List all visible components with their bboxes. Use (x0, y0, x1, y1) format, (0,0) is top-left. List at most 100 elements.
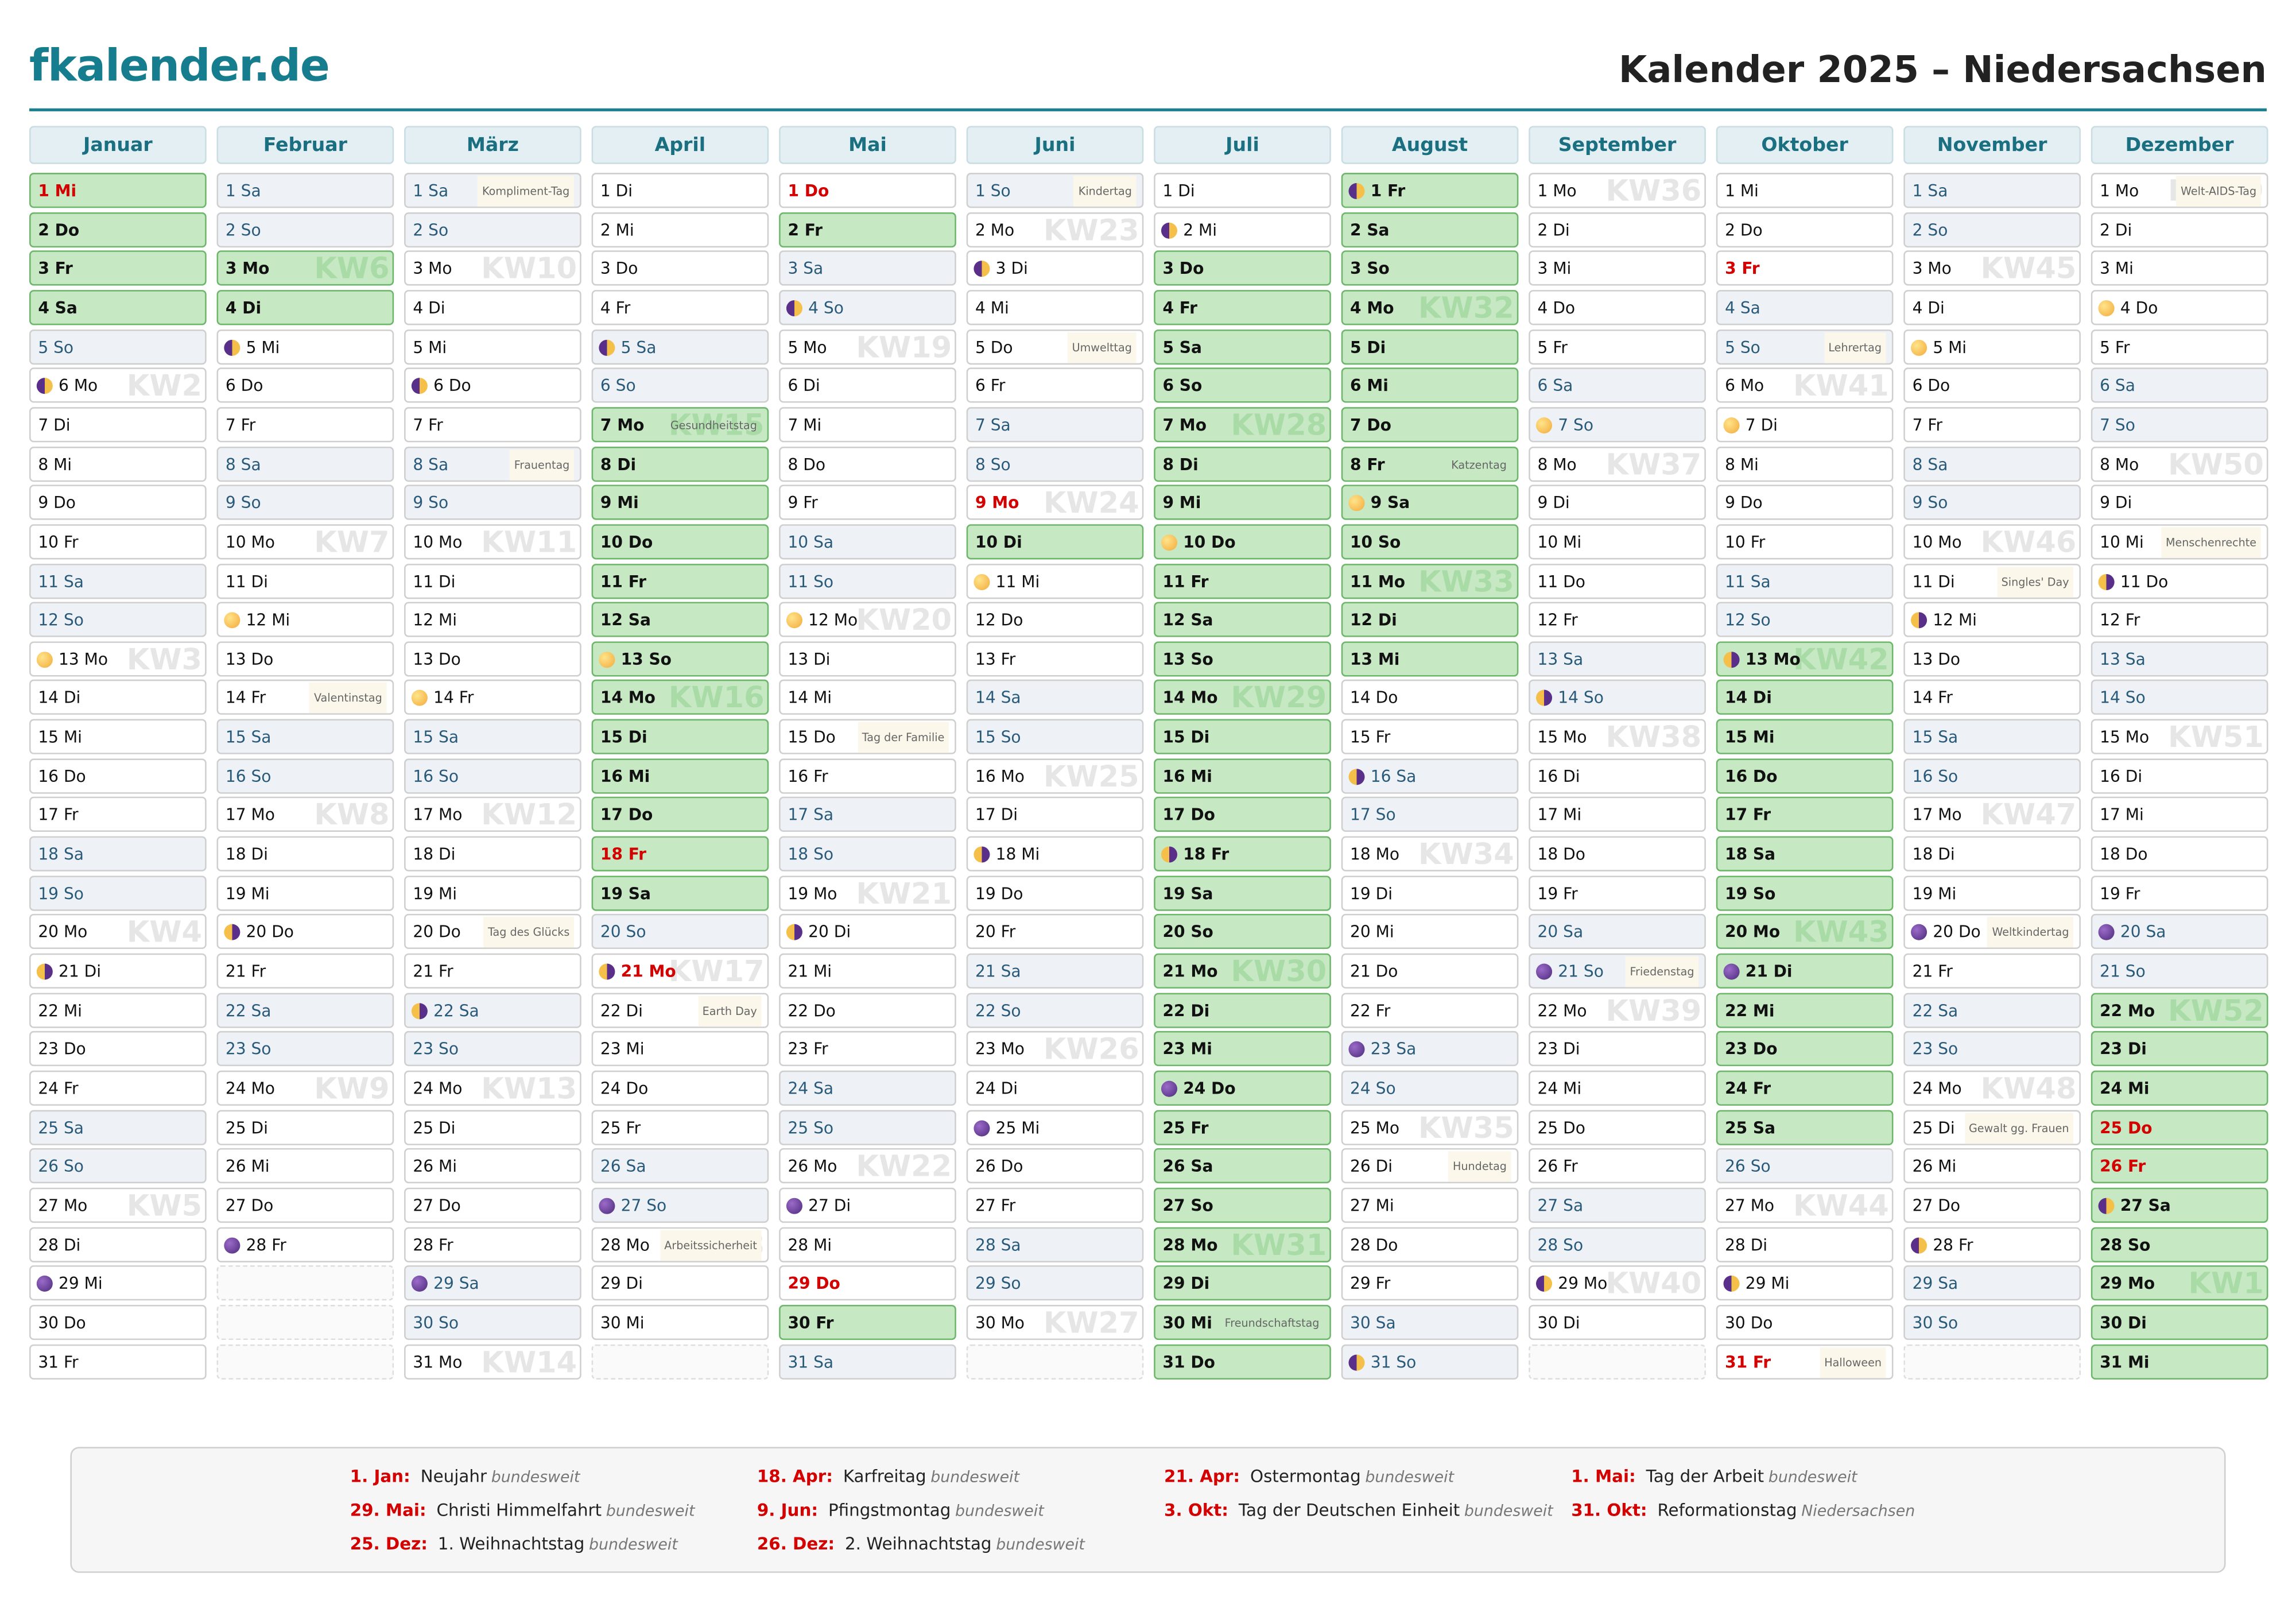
week-number: KW22 (856, 1148, 952, 1184)
day-label: 2 Do (38, 220, 80, 240)
day-label: 27 Do (413, 1196, 461, 1216)
day-label: 23 Do (1725, 1040, 1778, 1060)
day-label: 6 So (600, 377, 636, 396)
day-label: 23 So (1912, 1040, 1958, 1060)
day-label: 8 Mo (2100, 455, 2139, 474)
day-cell: 5 Mi (1903, 328, 2081, 365)
day-label: 8 Fr (1350, 455, 1385, 474)
day-label: 27 Mo (38, 1196, 88, 1216)
moon-phase-icon (1911, 1237, 1927, 1253)
day-cell: 8 Mo KW50 (2091, 445, 2268, 482)
holiday-entry: 25. Dez: 1. Weihnachtstag bundesweit (350, 1533, 678, 1554)
day-cell: 8 Mo KW37 (1529, 445, 1706, 482)
day-label: 3 Mi (2100, 259, 2134, 279)
holiday-entry: 26. Dez: 2. Weihnachtstag bundesweit (757, 1533, 1085, 1554)
week-number: KW25 (1043, 758, 1139, 794)
day-cell: 2 Mo KW23 (966, 211, 1144, 247)
day-cell: 27 Fr (966, 1187, 1144, 1223)
empty-cell (1529, 1343, 1706, 1379)
day-cell: 18 Fr (591, 836, 769, 871)
day-label: 13 Di (788, 650, 831, 669)
day-cell: 4 So (779, 289, 956, 326)
week-number: KW4 (126, 914, 203, 950)
week-number: KW39 (1605, 992, 1702, 1028)
day-label: 17 Fr (1725, 806, 1771, 826)
day-label: 12 Sa (600, 611, 651, 630)
holiday-date: 3. Okt: (1164, 1499, 1229, 1520)
day-label: 1 Fr (1370, 181, 1406, 201)
week-number: KW50 (2168, 445, 2264, 482)
day-label: 28 Sa (975, 1235, 1021, 1255)
moon-phase-icon (1161, 846, 1178, 863)
day-cell: 26 Mi (404, 1148, 581, 1184)
day-cell: 28 So (2091, 1226, 2268, 1262)
week-number: KW10 (481, 250, 577, 286)
holiday-scope: bundesweit (955, 1502, 1044, 1520)
day-cell: 6 Mi (1341, 367, 1519, 404)
day-cell: 11 Sa (1716, 563, 1894, 599)
day-label: 6 Do (433, 377, 471, 396)
day-label: 13 Sa (1537, 650, 1584, 669)
event-note: Valentinstag (309, 683, 387, 714)
day-cell: 29 Mi (29, 1265, 207, 1301)
day-label: 27 So (620, 1196, 667, 1216)
holiday-date: 1. Mai: (1571, 1466, 1636, 1487)
moon-phase-icon (36, 651, 53, 668)
day-label: 12 So (38, 611, 84, 630)
day-label: 11 Fr (1162, 572, 1209, 591)
day-cell: 2 Di (2091, 211, 2268, 247)
day-cell: 4 Do (1529, 289, 1706, 326)
moon-phase-icon (599, 963, 615, 980)
day-label: 9 Fr (788, 494, 818, 513)
day-cell: 24 Do (591, 1070, 769, 1106)
moon-phase-icon (1348, 1354, 1365, 1370)
day-cell: 24 Fr (1716, 1070, 1894, 1106)
day-cell: 25 Do (1529, 1109, 1706, 1145)
day-cell: 19 Mo KW21 (779, 875, 956, 910)
week-number: KW46 (1980, 524, 2077, 560)
day-label: 29 Mi (1745, 1274, 1790, 1294)
day-label: 30 Di (2100, 1313, 2147, 1333)
day-cell: 6 Sa (1529, 367, 1706, 404)
day-cell: 19 Mi (1903, 875, 2081, 910)
moon-phase-icon (411, 1002, 428, 1019)
day-cell: 11 Mo KW33 (1341, 563, 1519, 599)
day-cell: 3 Mo KW10 (404, 250, 581, 286)
day-label: 27 Do (1912, 1196, 1961, 1216)
empty-cell (216, 1343, 394, 1379)
day-label: 19 So (1725, 884, 1776, 904)
day-cell: 5 Di (1341, 328, 1519, 365)
empty-cell (216, 1265, 394, 1301)
day-cell: 14 Fr (1903, 680, 2081, 716)
event-note: Friedenstag (1625, 956, 1699, 987)
day-label: 29 Sa (433, 1274, 479, 1294)
week-number: KW30 (1231, 953, 1327, 989)
day-cell: 23 Fr (779, 1031, 956, 1067)
week-number: KW13 (481, 1070, 577, 1106)
day-label: 20 Do (413, 923, 461, 943)
week-number: KW2 (126, 367, 203, 404)
day-cell: 14 So (1529, 680, 1706, 716)
day-cell: 10 Fr (29, 524, 207, 560)
day-cell: 7 Fr (404, 406, 581, 443)
day-label: 17 Sa (788, 806, 834, 826)
day-cell: 16 Do (1716, 758, 1894, 794)
day-label: 20 So (1162, 923, 1213, 943)
day-label: 12 Di (1350, 611, 1397, 630)
day-cell: 14 Di (1716, 680, 1894, 716)
day-label: 22 Mi (1725, 1001, 1775, 1021)
day-label: 30 Do (38, 1313, 86, 1333)
month-header: April (591, 126, 769, 164)
day-cell: 15 Fr (1341, 719, 1519, 755)
day-cell: 27 Sa (1529, 1187, 1706, 1223)
day-label: 21 Fr (225, 962, 266, 982)
day-cell: 9 Mi (591, 485, 769, 521)
week-number: KW48 (1980, 1070, 2077, 1106)
day-cell: 26 Fr (2091, 1148, 2268, 1184)
day-cell: 25 So (779, 1109, 956, 1145)
day-label: 13 Do (413, 650, 461, 669)
holiday-name: Neujahr (420, 1466, 487, 1487)
day-cell: 10 Mi (1529, 524, 1706, 560)
day-cell: 27 Do (1903, 1187, 2081, 1223)
event-note: Tag des Glücks (483, 917, 574, 948)
